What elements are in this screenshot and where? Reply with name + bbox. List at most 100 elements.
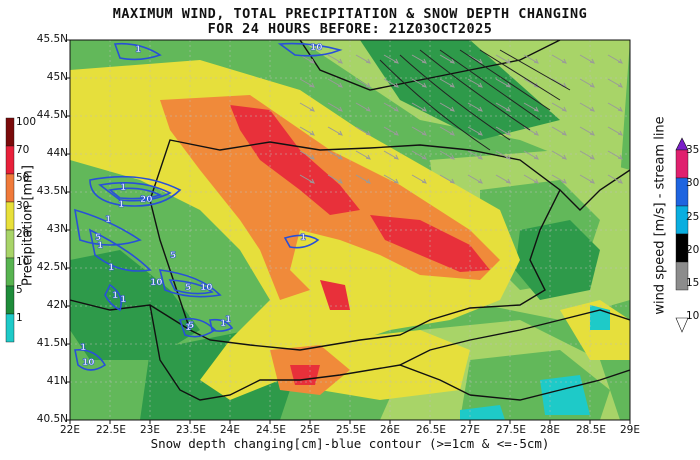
axis-ticks xyxy=(66,39,631,424)
snow-contour-label: 1 xyxy=(112,291,118,301)
longitude-tick-label: 25.5E xyxy=(336,424,367,436)
wind-colorbar-label: 20 xyxy=(686,243,700,256)
latitude-tick-label: 42N xyxy=(46,299,68,311)
wind-colorbar-label: 15 xyxy=(686,277,700,290)
latitude-tick-label: 45.5N xyxy=(36,33,68,45)
precip-colorbar-label: 5 xyxy=(16,284,23,297)
country-borders xyxy=(70,40,630,401)
red-precip-core-east xyxy=(370,215,490,272)
longitude-tick-label: 23E xyxy=(140,424,160,436)
snow-contour-label: 5 xyxy=(95,233,101,243)
longitude-tick-label: 24.5E xyxy=(256,424,287,436)
snow-contour-label: 1 xyxy=(185,323,191,333)
latitude-tick-label: 45N xyxy=(46,71,68,83)
precip-colorbar-segment xyxy=(5,285,15,315)
wind-colorbar-label: 10 xyxy=(686,310,700,323)
wind-colorbar-label: 25 xyxy=(686,210,700,223)
red-precip-core-center xyxy=(320,280,350,310)
precip-colorbar-segment xyxy=(5,117,15,147)
snow-contour-label: 1 xyxy=(300,233,306,243)
snow-contour-label: 1 xyxy=(120,295,126,305)
snow-contour-label: 10 xyxy=(150,278,163,288)
latitude-tick-label: 44N xyxy=(46,147,68,159)
wind-stream-lines xyxy=(299,54,623,184)
precip-colorbar-segment xyxy=(5,257,15,287)
snow-contour-label: 5 xyxy=(188,321,194,331)
snow-contour-label: 1 xyxy=(120,183,126,193)
precip-colorbar-segment xyxy=(5,201,15,231)
latitude-tick-label: 40.5N xyxy=(36,413,68,425)
snow-contour-label: 5 xyxy=(185,283,191,293)
snow-contour-label: 20 xyxy=(140,195,153,205)
precip-colorbar-segment xyxy=(5,173,15,203)
longitude-tick-label: 27E xyxy=(460,424,480,436)
snow-contour-label: 10 xyxy=(82,358,95,368)
map-gridlines xyxy=(70,40,630,420)
north-border xyxy=(299,40,561,91)
snow-contour-label: 1 xyxy=(135,45,141,55)
map-title-line-1: MAXIMUM WIND, TOTAL PRECIPITATION & SNOW… xyxy=(112,6,588,22)
longitude-tick-label: 22.5E xyxy=(96,424,127,436)
precip-colorbar-label: 50 xyxy=(16,172,30,185)
precip-colorbar-label: 1 xyxy=(16,312,23,325)
precipitation-colorbar xyxy=(5,117,15,343)
snow-contour-label: 1 xyxy=(80,343,86,353)
precip-colorbar-segment xyxy=(5,229,15,259)
latitude-tick-label: 44.5N xyxy=(36,109,68,121)
red-precip-core-north xyxy=(230,105,360,215)
yellow-precip-south xyxy=(320,330,470,400)
longitude-tick-label: 29E xyxy=(620,424,640,436)
latitude-tick-label: 43N xyxy=(46,223,68,235)
latitude-tick-label: 41N xyxy=(46,375,68,387)
south-coast xyxy=(469,369,630,401)
wind-speed-colorbar xyxy=(675,137,689,333)
bulgaria-border xyxy=(149,139,561,351)
southeast-coast xyxy=(399,309,630,366)
dark-green-southwest xyxy=(70,250,200,360)
latitude-tick-label: 43.5N xyxy=(36,185,68,197)
precip-colorbar-segment xyxy=(5,313,15,343)
snow-contour-label: 10 xyxy=(310,43,323,53)
snow-contour-label: 1 xyxy=(97,241,103,251)
precipitation-axis-title: Precipitation [mm] xyxy=(20,165,36,286)
snow-contour-label: 1 xyxy=(118,200,124,210)
snow-contour-label: 1 xyxy=(108,263,114,273)
precip-colorbar-label: 10 xyxy=(16,256,30,269)
northeast-coast xyxy=(559,169,630,211)
snow-contour-label: 5 xyxy=(170,251,176,261)
wind-axis-title: wind speed [m/s] - stream line xyxy=(652,116,668,315)
wind-colorbar-bottom-cap xyxy=(675,317,689,333)
precip-colorbar-label: 30 xyxy=(16,200,30,213)
longitude-tick-label: 24E xyxy=(220,424,240,436)
precip-colorbar-segment xyxy=(5,145,15,175)
wind-colorbar-label: 30 xyxy=(686,177,700,190)
latitude-tick-label: 41.5N xyxy=(36,337,68,349)
longitude-tick-label: 27.5E xyxy=(496,424,527,436)
precip-colorbar-label: 20 xyxy=(16,228,30,241)
wind-colorbar-segment xyxy=(675,261,689,291)
west-border xyxy=(70,299,191,331)
map-title-line-2: FOR 24 HOURS BEFORE: 21Z03OCT2025 xyxy=(207,21,493,37)
longitude-tick-label: 28.5E xyxy=(576,424,607,436)
longitude-tick-label: 28E xyxy=(540,424,560,436)
precip-colorbar-label: 70 xyxy=(16,144,30,157)
cyan-patch-south xyxy=(460,405,505,420)
strong-wind-streamlines xyxy=(379,49,571,151)
snow-contour-label: 1 xyxy=(225,315,231,325)
precip-colorbar-label: 100 xyxy=(16,116,37,129)
snow-contour-label: 10 xyxy=(200,283,213,293)
wind-colorbar-label: 35 xyxy=(686,144,700,156)
longitude-tick-label: 23.5E xyxy=(176,424,207,436)
snow-contour-label: 1 xyxy=(105,215,111,225)
longitude-tick-label: 25E xyxy=(300,424,320,436)
longitude-tick-label: 26E xyxy=(380,424,400,436)
longitude-tick-label: 22E xyxy=(60,424,80,436)
south-border xyxy=(149,304,471,401)
longitude-tick-label: 26.5E xyxy=(416,424,447,436)
x-axis-caption: Snow depth changing[cm]-blue contour (>=… xyxy=(150,436,550,451)
snow-depth-contours xyxy=(74,42,343,371)
latitude-tick-label: 42.5N xyxy=(36,261,68,273)
